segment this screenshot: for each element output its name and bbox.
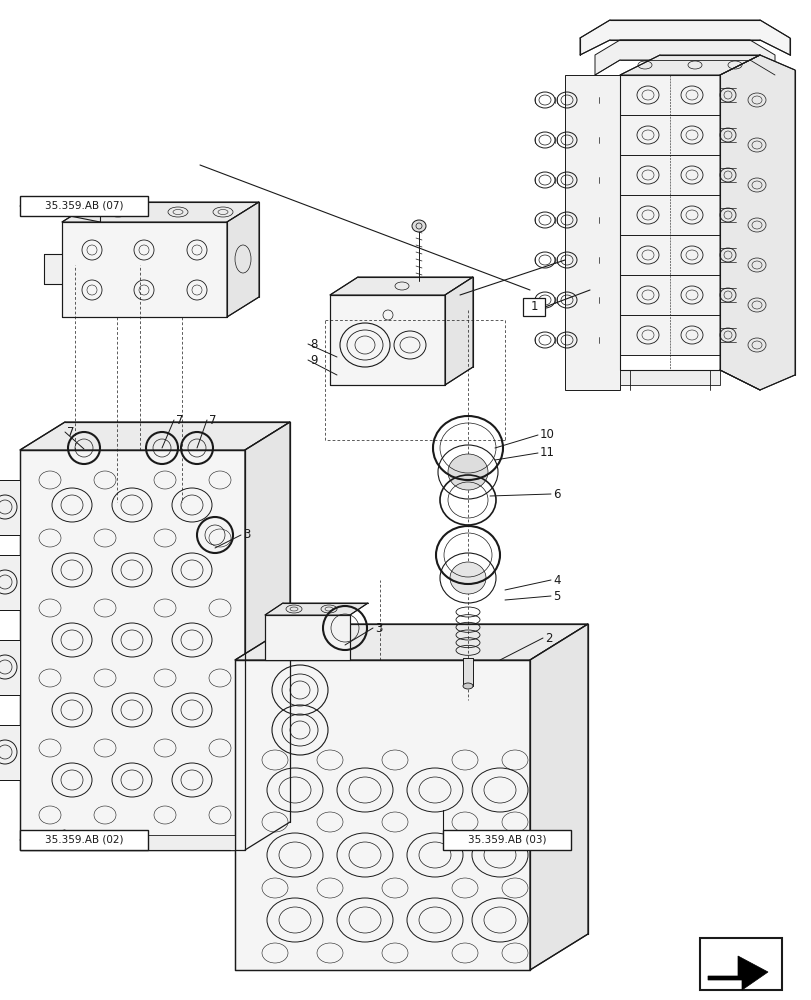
Polygon shape <box>620 115 719 155</box>
Polygon shape <box>719 55 794 390</box>
Polygon shape <box>0 725 20 780</box>
Ellipse shape <box>449 562 486 594</box>
Polygon shape <box>444 277 473 385</box>
Bar <box>522 298 544 316</box>
Polygon shape <box>245 422 290 850</box>
Polygon shape <box>44 254 62 284</box>
Ellipse shape <box>448 454 487 490</box>
Text: 9: 9 <box>310 354 317 366</box>
Text: 3: 3 <box>242 528 250 542</box>
Text: 35.359.AB (07): 35.359.AB (07) <box>45 201 123 211</box>
Polygon shape <box>329 277 473 295</box>
Text: 7: 7 <box>208 414 217 426</box>
Polygon shape <box>227 202 259 317</box>
Polygon shape <box>620 235 719 275</box>
Polygon shape <box>620 55 759 75</box>
Polygon shape <box>0 640 20 695</box>
Ellipse shape <box>462 683 473 689</box>
Text: 1: 1 <box>530 300 537 314</box>
Text: 7: 7 <box>67 426 75 438</box>
Polygon shape <box>0 555 20 610</box>
Polygon shape <box>62 202 259 222</box>
Polygon shape <box>329 295 444 385</box>
Polygon shape <box>20 422 290 450</box>
Polygon shape <box>264 615 350 660</box>
Text: 7: 7 <box>176 414 183 426</box>
Bar <box>443 830 570 850</box>
Polygon shape <box>234 660 530 970</box>
Polygon shape <box>620 315 719 355</box>
Polygon shape <box>234 624 587 660</box>
Polygon shape <box>530 624 587 970</box>
Text: 3: 3 <box>375 621 382 635</box>
Polygon shape <box>264 603 367 615</box>
Text: 8: 8 <box>310 338 317 351</box>
Polygon shape <box>0 480 20 535</box>
Polygon shape <box>620 370 719 385</box>
Text: 2: 2 <box>544 632 551 645</box>
Polygon shape <box>20 450 245 850</box>
Text: 4: 4 <box>552 574 560 586</box>
Polygon shape <box>620 155 719 195</box>
Ellipse shape <box>411 220 426 232</box>
Text: 35.359.AB (02): 35.359.AB (02) <box>45 835 123 845</box>
Polygon shape <box>707 956 767 990</box>
Polygon shape <box>620 195 719 235</box>
Text: 11: 11 <box>539 446 554 460</box>
Bar <box>699 938 781 990</box>
Text: 10: 10 <box>539 428 554 442</box>
Polygon shape <box>620 75 719 115</box>
Polygon shape <box>594 40 774 75</box>
Polygon shape <box>564 75 620 390</box>
Polygon shape <box>579 20 789 55</box>
Polygon shape <box>62 222 227 317</box>
Bar <box>20 830 148 850</box>
Text: 35.359.AB (03): 35.359.AB (03) <box>467 835 546 845</box>
Text: 6: 6 <box>552 488 560 500</box>
Polygon shape <box>462 658 473 686</box>
Text: 5: 5 <box>552 589 560 602</box>
Polygon shape <box>620 275 719 315</box>
Bar <box>20 196 148 216</box>
Polygon shape <box>35 835 234 850</box>
